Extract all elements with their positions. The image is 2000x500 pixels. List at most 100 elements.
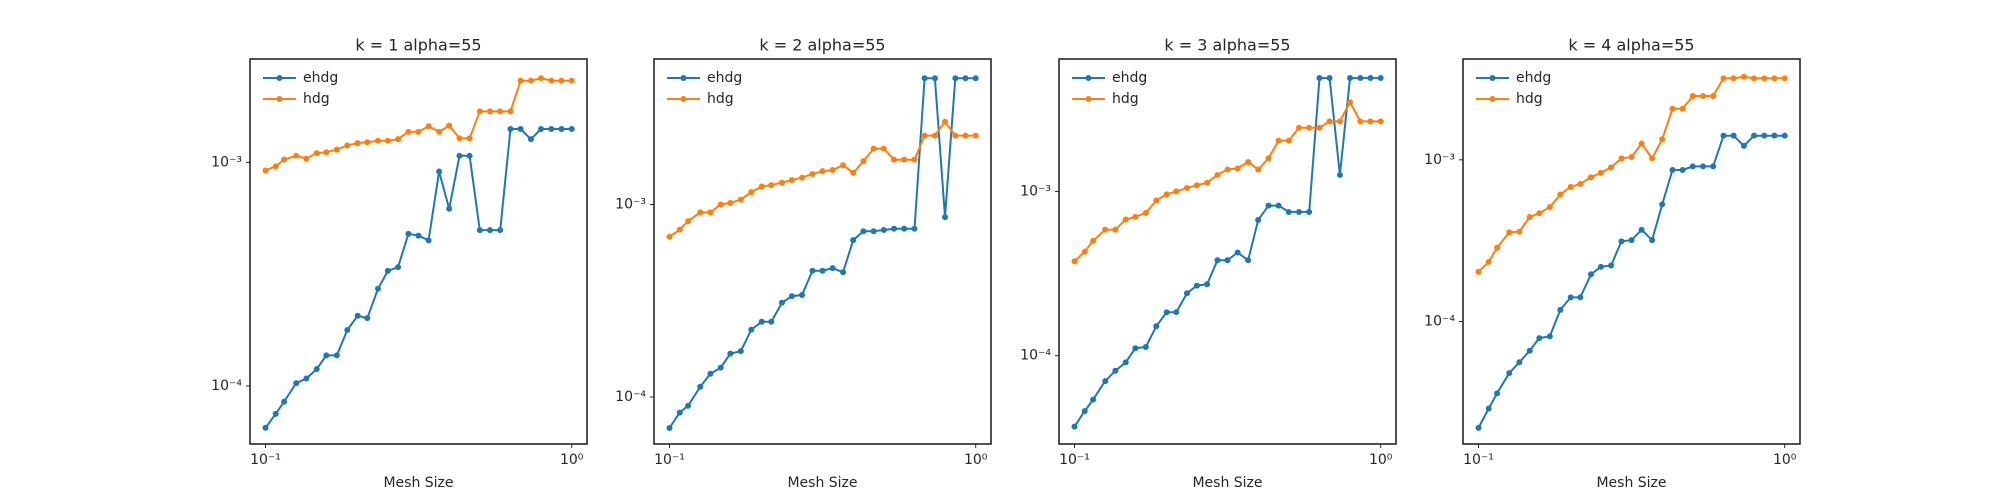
legend-marker (1489, 96, 1496, 102)
data-point (727, 199, 734, 206)
data-point (1224, 166, 1231, 173)
data-point (281, 156, 288, 163)
data-point (538, 126, 545, 133)
data-point (517, 77, 524, 84)
data-point (293, 152, 300, 159)
data-point (527, 136, 534, 143)
data-point (840, 269, 847, 276)
data-point (374, 285, 381, 292)
plot-frame (1462, 58, 1801, 445)
data-point (1761, 132, 1768, 139)
data-point (685, 218, 692, 225)
series-line (264, 128, 572, 429)
data-point (1557, 191, 1564, 198)
data-point (1536, 210, 1543, 217)
data-point (697, 383, 704, 390)
legend-marker (1085, 75, 1092, 81)
data-point (1295, 208, 1302, 215)
data-point (737, 348, 744, 355)
data-point (1377, 75, 1384, 82)
data-point (788, 293, 795, 300)
legend-marker (680, 96, 687, 102)
data-point (1679, 105, 1686, 112)
data-point (323, 149, 330, 156)
data-point (1618, 155, 1625, 162)
data-point (850, 237, 857, 244)
series-line (1073, 77, 1381, 428)
data-point (1163, 191, 1170, 198)
data-point (1659, 201, 1666, 208)
data-point (748, 189, 755, 196)
data-point (262, 424, 269, 431)
data-point (676, 226, 683, 233)
data-point (1628, 154, 1635, 161)
x-tick-label: 10⁻¹ (654, 452, 685, 468)
data-point (405, 230, 412, 237)
data-point (666, 233, 673, 240)
data-point (788, 177, 795, 184)
data-point (931, 75, 938, 82)
data-point (972, 132, 979, 139)
data-point (1689, 163, 1696, 170)
data-point (758, 318, 765, 325)
data-point (1516, 359, 1523, 366)
data-point (1122, 216, 1129, 223)
legend-label: ehdg (303, 70, 338, 86)
data-point (364, 315, 371, 322)
data-point (1183, 184, 1190, 191)
data-point (1577, 180, 1584, 187)
data-point (1204, 179, 1211, 186)
data-point (829, 167, 836, 174)
data-point (1669, 166, 1676, 173)
data-point (717, 364, 724, 371)
data-point (1142, 343, 1149, 350)
data-point (1275, 202, 1282, 209)
data-point (676, 409, 683, 416)
data-point (809, 267, 816, 274)
data-point (1265, 202, 1272, 209)
data-point (1285, 208, 1292, 215)
data-point (1090, 237, 1097, 244)
data-point (819, 267, 826, 274)
data-point (354, 312, 361, 319)
data-point (395, 264, 402, 271)
data-point (486, 108, 493, 115)
data-point (384, 137, 391, 144)
data-point (1536, 335, 1543, 342)
data-point (972, 75, 979, 82)
chart-title: k = 3 alpha=55 (1164, 36, 1290, 55)
data-point (1587, 174, 1594, 181)
x-axis-label: Mesh Size (1596, 475, 1666, 491)
data-point (1730, 132, 1737, 139)
data-point (313, 366, 320, 373)
data-point (1204, 281, 1211, 288)
legend-marker (1489, 75, 1496, 81)
data-point (870, 145, 877, 152)
data-point (850, 169, 857, 176)
data-point (1122, 359, 1129, 366)
data-point (415, 232, 422, 239)
chart-title: k = 2 alpha=55 (759, 36, 885, 55)
data-point (778, 179, 785, 186)
data-point (568, 77, 575, 84)
data-point (1255, 166, 1262, 173)
data-point (1608, 262, 1615, 269)
data-point (717, 201, 724, 208)
data-point (1275, 137, 1282, 144)
data-point (870, 228, 877, 235)
data-point (1214, 257, 1221, 264)
data-point (1326, 75, 1333, 82)
data-point (486, 227, 493, 234)
data-point (962, 132, 969, 139)
data-point (1367, 75, 1374, 82)
data-point (829, 265, 836, 272)
data-point (1316, 124, 1323, 131)
data-point (476, 227, 483, 234)
data-point (1720, 75, 1727, 82)
data-point (1485, 258, 1492, 265)
data-point (1740, 73, 1747, 80)
x-tick-label: 10⁰ (964, 452, 988, 468)
data-point (1132, 345, 1139, 352)
data-point (1771, 75, 1778, 82)
data-point (262, 167, 269, 174)
